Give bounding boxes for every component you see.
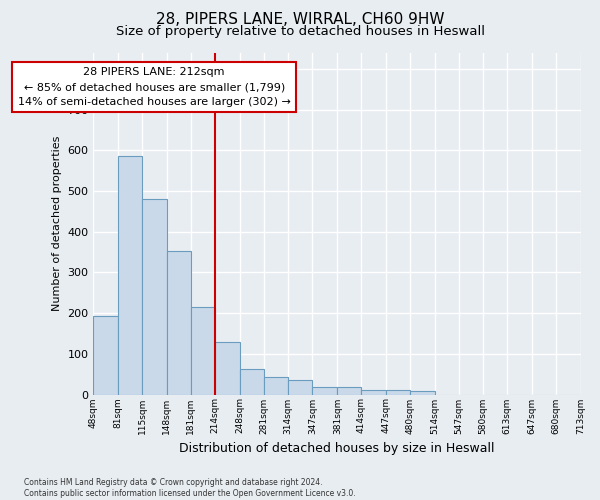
Bar: [410, 392, 435, 394]
Bar: [337, 387, 361, 394]
Bar: [313, 387, 337, 394]
Bar: [361, 390, 386, 394]
Text: 28, PIPERS LANE, WIRRAL, CH60 9HW: 28, PIPERS LANE, WIRRAL, CH60 9HW: [156, 12, 444, 28]
Bar: [191, 307, 215, 394]
Bar: [288, 380, 313, 394]
Bar: [118, 156, 142, 394]
Bar: [386, 390, 410, 394]
Text: Contains HM Land Registry data © Crown copyright and database right 2024.
Contai: Contains HM Land Registry data © Crown c…: [24, 478, 356, 498]
X-axis label: Distribution of detached houses by size in Heswall: Distribution of detached houses by size …: [179, 442, 494, 455]
Bar: [215, 342, 240, 394]
Y-axis label: Number of detached properties: Number of detached properties: [52, 136, 62, 311]
Text: Size of property relative to detached houses in Heswall: Size of property relative to detached ho…: [115, 25, 485, 38]
Bar: [94, 316, 118, 394]
Text: 28 PIPERS LANE: 212sqm
← 85% of detached houses are smaller (1,799)
14% of semi-: 28 PIPERS LANE: 212sqm ← 85% of detached…: [18, 68, 290, 107]
Bar: [142, 199, 167, 394]
Bar: [264, 377, 288, 394]
Bar: [240, 369, 264, 394]
Bar: [167, 251, 191, 394]
